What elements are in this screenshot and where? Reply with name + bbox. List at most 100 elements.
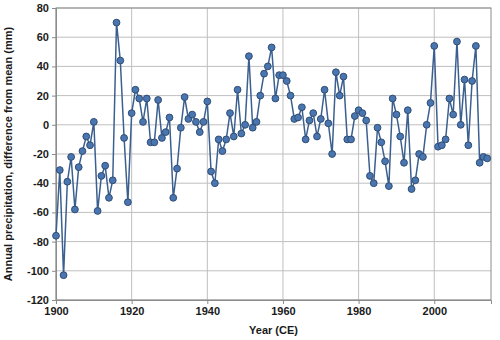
data-point [128,110,135,117]
data-point [385,183,392,190]
y-tick: 60 [37,31,56,43]
data-point [333,69,340,76]
grid [56,8,491,300]
y-tick-label: -40 [33,177,49,189]
y-tick-mark [52,271,56,272]
data-point [420,154,427,161]
data-point [181,94,188,101]
data-point [193,118,200,125]
data-point [367,173,374,180]
data-point [484,155,491,162]
y-tick: -60 [33,206,56,218]
data-point [378,139,385,146]
y-tick-mark [52,242,56,243]
data-point [446,95,453,102]
x-axis: 190019201940196019802000 [44,300,491,317]
data-line [56,23,487,276]
data-point [140,118,147,125]
y-axis-line [52,9,57,301]
data-point [211,180,218,187]
data-point [204,98,211,105]
y-tick: 40 [37,60,56,72]
y-tick-label: 20 [37,90,49,102]
y-tick-label: -20 [33,148,49,160]
data-point [246,53,253,60]
data-point [151,139,158,146]
x-tick-mark [434,300,435,304]
x-tick-label: 1980 [347,305,371,317]
x-grid-line [207,8,208,300]
data-point [295,114,302,121]
data-point [253,118,260,125]
data-point [53,232,60,239]
data-point [287,92,294,99]
y-tick-label: -60 [33,206,49,218]
data-point [314,133,321,140]
plot: 190019201940196019802000-120-100-80-60-4… [27,2,492,317]
data-point [370,180,377,187]
data-point [56,167,63,174]
data-point [348,136,355,143]
data-point [68,154,75,161]
y-tick: -20 [33,148,56,160]
x-tick: 1980 [347,300,371,317]
x-tick-label: 1900 [44,305,68,317]
data-point [174,165,181,172]
y-tick-mark [52,212,56,213]
y-tick: 80 [37,2,56,14]
data-point [408,186,415,193]
x-grid-line [131,8,132,300]
data-point [170,194,177,201]
data-point [208,168,215,175]
data-point [166,114,173,121]
data-point [230,133,237,140]
data-point [264,63,271,70]
x-tick: 2000 [423,300,447,317]
data-point [329,151,336,158]
data-point [298,104,305,111]
y-tick-label: 0 [43,119,49,131]
y-tick-label: 60 [37,31,49,43]
data-point [136,95,143,102]
data-point [238,130,245,137]
data-point [442,136,449,143]
data-point [389,95,396,102]
y-axis: -120-100-80-60-40-20020406080 [27,2,57,306]
series [53,19,491,278]
x-tick-label: 2000 [423,305,447,317]
data-point [321,86,328,93]
data-point [397,133,404,140]
y-tick-mark [52,37,56,38]
data-point [340,73,347,80]
data-point [461,76,468,83]
y-tick-label: -120 [27,294,49,306]
x-tick: 1920 [120,300,144,317]
x-grid-line [282,8,283,300]
data-point [272,95,279,102]
y-tick-label: 40 [37,60,49,72]
data-point [242,121,249,128]
data-point [83,133,90,140]
data-point [98,173,105,180]
data-point [261,70,268,77]
x-tick-mark [207,300,208,304]
y-tick-label: -100 [27,265,49,277]
data-point [117,57,124,64]
data-point [465,142,472,149]
y-tick: 0 [43,119,56,131]
data-point [143,95,150,102]
y-tick-mark [52,66,56,67]
data-point [155,97,162,104]
y-axis-title: Annual precipitation, difference from me… [2,27,14,282]
x-tick-label: 1920 [120,305,144,317]
x-grid-line [358,8,359,300]
y-tick: 20 [37,90,56,102]
y-tick: -40 [33,177,56,189]
x-tick-label: 1960 [271,305,295,317]
data-point [454,38,461,45]
chart: 190019201940196019802000-120-100-80-60-4… [0,0,500,340]
data-point [310,110,317,117]
data-point [219,148,226,155]
data-point [223,136,230,143]
data-point [60,272,67,279]
